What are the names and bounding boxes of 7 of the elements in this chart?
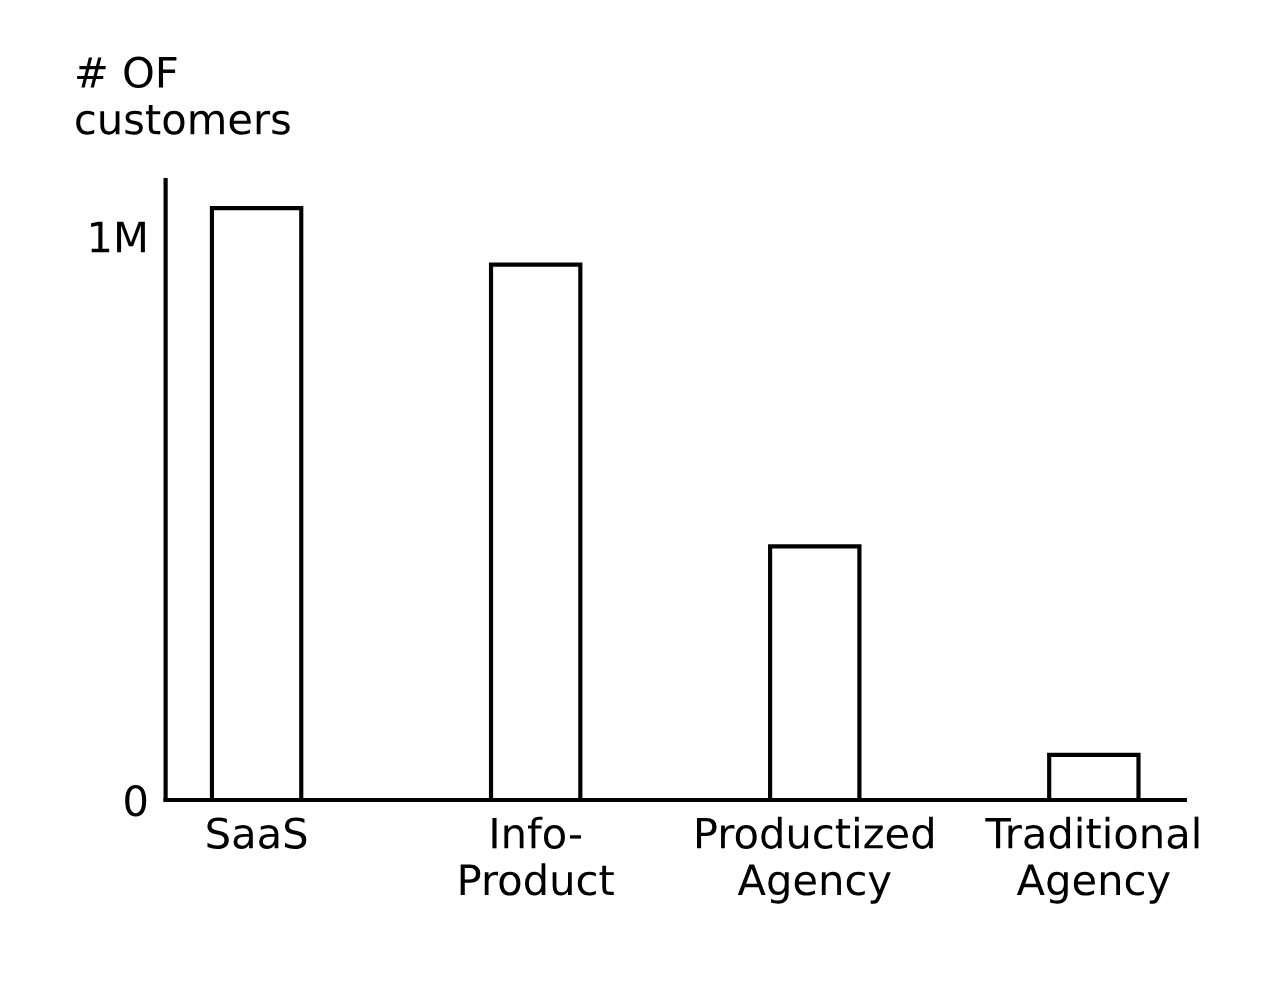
x-tick-label: Info- Product	[460, 816, 614, 896]
y-tick-label: 1M	[91, 221, 145, 253]
y-axis-title: # OF customers	[76, 56, 290, 135]
x-tick-label: SaaS	[207, 817, 307, 849]
y-tick-label: 0	[125, 784, 147, 817]
x-tick-label: Traditional Agency	[985, 816, 1199, 904]
x-tick-label: Productized Agency	[696, 816, 933, 904]
